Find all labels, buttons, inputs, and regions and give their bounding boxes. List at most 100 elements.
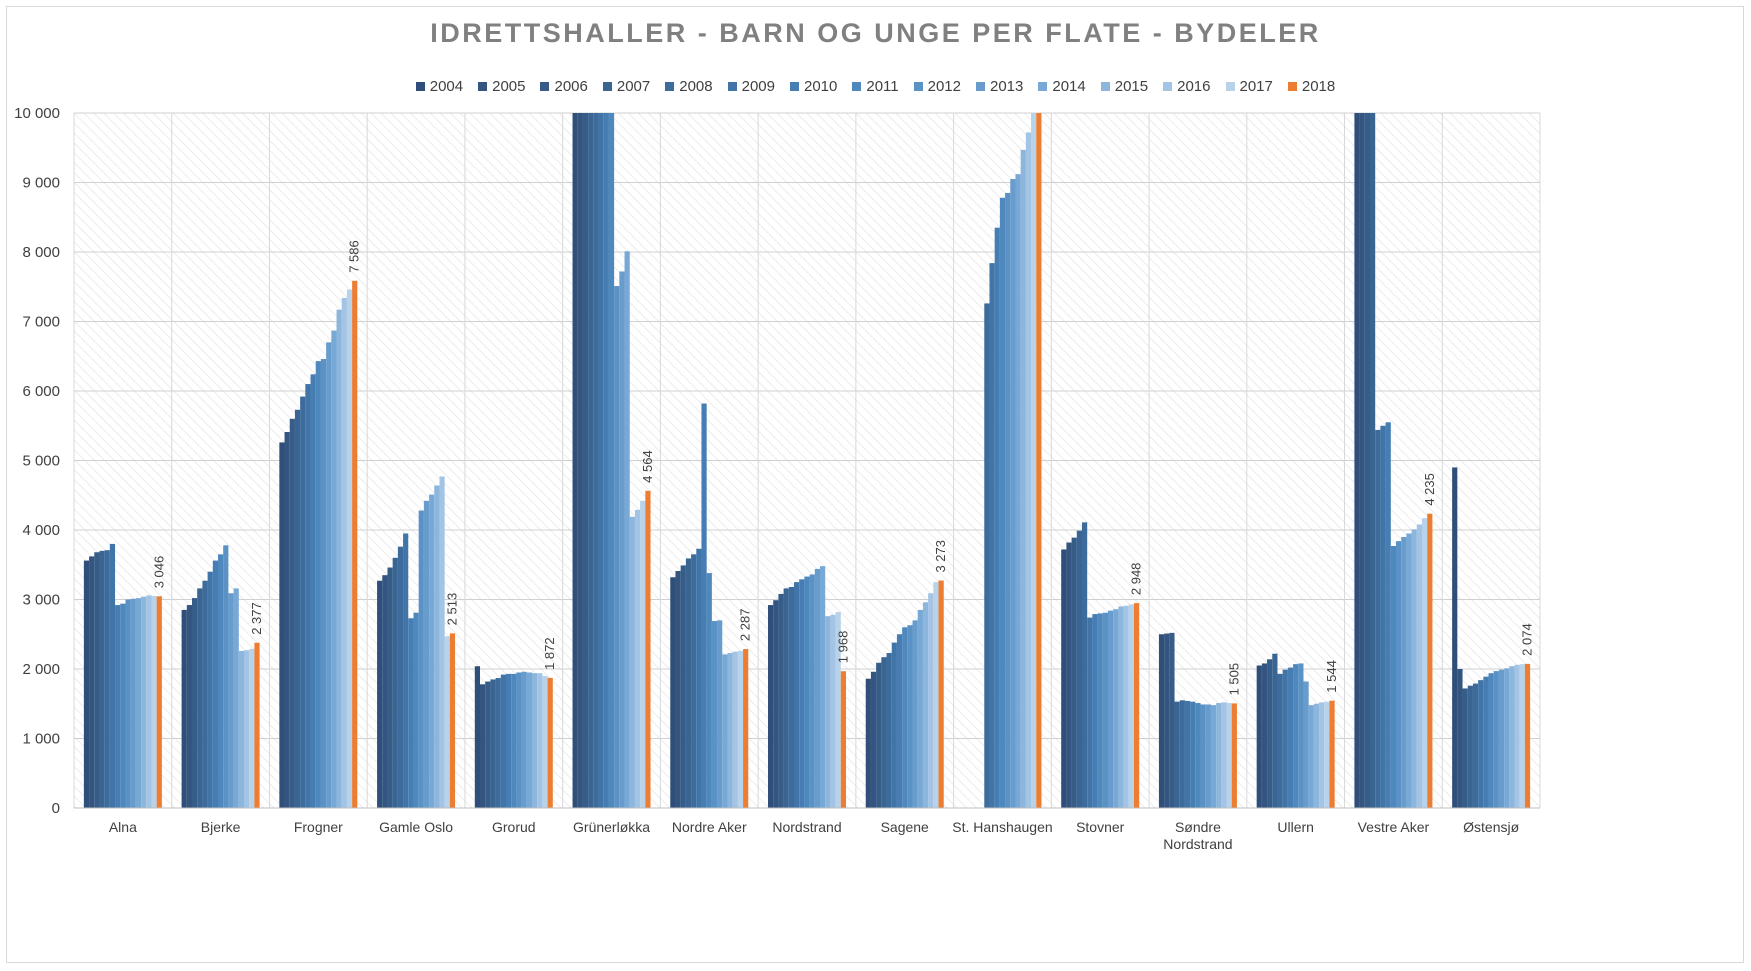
- bar-2018: [547, 677, 553, 808]
- bar-2017: [1324, 701, 1330, 808]
- bar-2006: [876, 662, 882, 808]
- bar-2016: [732, 651, 738, 808]
- bar-2008: [788, 586, 794, 808]
- legend-swatch: [1038, 82, 1048, 91]
- bar-2006: [94, 552, 100, 808]
- bar-2005: [870, 671, 877, 808]
- bar-2007: [1370, 113, 1376, 808]
- bar-2011: [511, 673, 517, 808]
- bar-2012: [1005, 192, 1011, 809]
- bar-2012: [711, 621, 718, 808]
- legend-swatch: [478, 82, 488, 91]
- bar-2018: [1524, 663, 1531, 808]
- bar-2017: [444, 636, 450, 808]
- bar-2009: [1087, 617, 1093, 808]
- bar-2015: [1411, 529, 1417, 808]
- legend-item-2007: 2007: [602, 78, 650, 95]
- bar-2010: [506, 673, 512, 808]
- bar-2014: [233, 588, 239, 808]
- bar-2016: [146, 595, 152, 808]
- bar-2018: [449, 633, 456, 808]
- bar-2008: [202, 580, 208, 808]
- bar-2016: [537, 673, 543, 808]
- bar-2004: [1061, 549, 1067, 808]
- bar-2006: [1267, 659, 1273, 808]
- legend-swatch: [540, 82, 550, 91]
- data-label: 3 273: [933, 540, 948, 573]
- bar-2015: [1118, 606, 1124, 808]
- bar-2013: [619, 271, 625, 809]
- bar-2009: [696, 548, 702, 808]
- y-tick-label: 10 000: [14, 105, 60, 122]
- bar-2012: [1396, 541, 1402, 808]
- bar-2015: [336, 309, 342, 808]
- bar-2011: [315, 361, 321, 808]
- bar-2004: [865, 678, 871, 808]
- bar-2017: [151, 596, 157, 808]
- bar-2004: [768, 605, 774, 808]
- bar-2013: [912, 620, 918, 808]
- bar-2007: [881, 657, 887, 808]
- bar-2017: [346, 289, 353, 808]
- bar-2007: [685, 558, 692, 808]
- bar-2011: [902, 627, 908, 808]
- bar-2010: [1385, 422, 1391, 808]
- legend-item-2016: 2016: [1163, 78, 1211, 95]
- bar-2017: [542, 675, 548, 808]
- legend-swatch: [852, 82, 862, 91]
- bar-2010: [212, 560, 218, 808]
- legend-swatch: [415, 82, 425, 91]
- bar-2016: [634, 509, 641, 808]
- bar-2018: [254, 642, 260, 808]
- bar-2014: [1504, 668, 1510, 808]
- category-label: Nordstrand: [1163, 836, 1232, 852]
- bar-2006: [1462, 688, 1468, 808]
- bar-2017: [835, 612, 841, 808]
- bar-2005: [480, 684, 486, 808]
- bar-2008: [691, 554, 697, 808]
- category-label: St. Hanshaugen: [952, 819, 1052, 835]
- bar-2018: [1231, 703, 1237, 808]
- bar-2007: [588, 113, 594, 808]
- bar-2013: [814, 568, 820, 808]
- bar-2005: [284, 432, 290, 808]
- bar-2006: [289, 418, 295, 808]
- bar-2009: [1282, 669, 1288, 808]
- bar-2009: [989, 263, 995, 808]
- bar-2014: [429, 494, 435, 808]
- legend-item-2010: 2010: [789, 78, 837, 95]
- bar-2014: [722, 654, 728, 808]
- bar-2004: [1256, 665, 1262, 808]
- data-label: 1 544: [1324, 660, 1339, 693]
- chart-legend: 2004 2005 2006 2007 2008 2009 2010 2011 2012 2013…: [0, 78, 1751, 95]
- bar-2015: [922, 602, 929, 808]
- bar-2017: [1226, 703, 1232, 808]
- bar-2009: [891, 642, 897, 808]
- legend-swatch: [602, 82, 612, 91]
- bar-2016: [928, 593, 934, 808]
- bar-2007: [490, 679, 496, 808]
- bar-2012: [516, 672, 522, 808]
- bar-2008: [984, 303, 990, 808]
- bar-2011: [1195, 703, 1201, 808]
- bar-2016: [1123, 605, 1129, 808]
- bar-2014: [1406, 533, 1412, 808]
- legend-swatch: [1287, 82, 1297, 91]
- bar-2006: [485, 681, 491, 808]
- bar-2008: [1375, 429, 1381, 808]
- legend-swatch: [727, 82, 737, 91]
- bar-2005: [773, 600, 779, 808]
- bar-2005: [1457, 669, 1463, 808]
- bar-2006: [680, 565, 686, 808]
- bar-2015: [434, 485, 440, 808]
- bar-2004: [1452, 467, 1458, 808]
- legend-item-2006: 2006: [540, 78, 588, 95]
- bar-2007: [99, 550, 105, 808]
- bar-2005: [1066, 542, 1072, 808]
- bar-2013: [1108, 610, 1114, 808]
- bar-2005: [1359, 113, 1365, 808]
- bar-2014: [624, 251, 630, 808]
- bar-2012: [1298, 663, 1304, 808]
- data-label: 4 235: [1422, 473, 1437, 506]
